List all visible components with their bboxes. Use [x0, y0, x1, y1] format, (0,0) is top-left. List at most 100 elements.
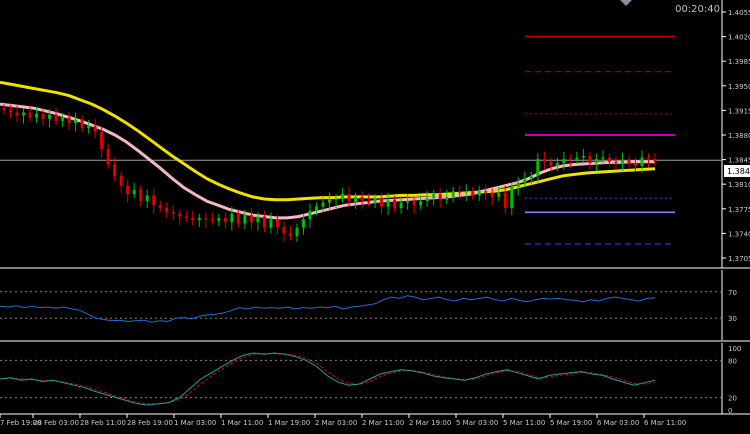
time-tick-label: 1 Mar 11:00	[221, 419, 263, 427]
candle-body	[301, 219, 305, 228]
chart-shift-arrow-icon[interactable]	[620, 0, 632, 6]
ma-fast-line	[0, 102, 655, 220]
candle-body	[256, 216, 260, 223]
candle-body	[549, 161, 553, 166]
candle-body	[145, 195, 149, 202]
candle-body	[575, 157, 579, 160]
candle-body	[22, 112, 26, 116]
candle-body	[2, 108, 6, 111]
time-tick-label: 6 Mar 03:00	[597, 419, 639, 427]
candle-body	[477, 191, 481, 196]
candle-body	[640, 157, 644, 166]
main-price-panel[interactable]	[0, 0, 750, 269]
candle-body	[542, 158, 546, 162]
current-price-label: 1.3844	[727, 167, 750, 176]
price-tick-label: 1.4055	[728, 9, 750, 17]
price-tick-label: 1.3950	[728, 83, 750, 91]
candle-body	[367, 200, 371, 203]
current-price-marker: 1.3844	[724, 165, 750, 177]
candle-body	[438, 194, 442, 200]
candle-body	[197, 217, 201, 221]
candle-body	[93, 125, 97, 132]
candle-body	[620, 159, 624, 164]
time-tick-label: 6 Mar 11:00	[644, 419, 686, 427]
candle-body	[126, 185, 130, 195]
candle-body	[282, 227, 286, 234]
candle-body	[308, 210, 312, 220]
levels-layer	[0, 35, 722, 245]
time-tick-label: 1 Mar 19:00	[268, 419, 310, 427]
candle-body	[490, 192, 494, 197]
candle-body	[614, 161, 618, 164]
candle-body	[191, 217, 195, 221]
candle-body	[581, 156, 585, 158]
candle-body	[354, 196, 358, 202]
time-tick-label: 2 Mar 11:00	[362, 419, 404, 427]
rsi-indicator: 70 30	[0, 289, 737, 323]
time-tick-label: 28 Feb 19:00	[127, 419, 173, 427]
rsi-axis-label: 30	[728, 315, 737, 323]
candle-body	[132, 189, 136, 195]
candle-body	[646, 157, 650, 159]
ma-slow-line	[0, 80, 656, 202]
candle-body	[113, 164, 117, 176]
candle-body	[35, 113, 39, 118]
candle-body	[217, 217, 221, 221]
candle-body	[15, 112, 19, 116]
candle-body	[184, 216, 188, 218]
candle-body	[9, 110, 13, 113]
stochastic-panel[interactable]	[0, 343, 750, 415]
candle-body	[178, 213, 182, 217]
candle-body	[393, 199, 397, 209]
candle-body	[223, 217, 227, 223]
candle-body	[54, 114, 58, 121]
stoch-main-line	[0, 352, 656, 406]
candle-body	[230, 213, 234, 223]
candle-body	[314, 206, 318, 211]
candle-body	[165, 208, 169, 213]
candle-body	[328, 199, 331, 203]
candle-body	[432, 194, 436, 199]
stoch-axis-label: 80	[728, 357, 737, 365]
candle-body	[334, 198, 338, 200]
candle-body	[601, 157, 605, 159]
candle-body	[406, 201, 410, 203]
candle-body	[529, 175, 533, 179]
candle-body	[288, 233, 292, 237]
price-axis: 1.4055 1.4020 1.3985 1.3950 1.3915 1.3880 1.38…	[722, 9, 750, 263]
candle-body	[321, 202, 325, 207]
rsi-panel[interactable]	[0, 270, 750, 342]
time-tick-label: 1 Mar 03:00	[174, 419, 216, 427]
candle-body	[419, 201, 423, 206]
candle-body	[295, 227, 299, 237]
candle-body	[171, 212, 175, 214]
candle-body	[80, 119, 84, 128]
candle-body	[106, 149, 110, 165]
candle-body	[380, 198, 384, 207]
price-tick-label: 1.3810	[728, 181, 750, 189]
candle-body	[269, 219, 273, 228]
price-tick-label: 1.3880	[728, 132, 750, 140]
moving-averages-layer	[0, 80, 656, 220]
time-tick-label: 5 Mar 11:00	[503, 419, 545, 427]
stochastic-indicator: 100 80 20 0	[0, 345, 741, 415]
candle-body	[607, 157, 611, 162]
current-price-box	[724, 165, 750, 177]
rsi-line	[0, 295, 656, 323]
time-tick-label: 28 Feb 03:00	[33, 419, 79, 427]
candle-body	[568, 158, 572, 160]
candle-body	[48, 114, 52, 119]
candle-body	[249, 215, 253, 223]
candle-body	[594, 158, 598, 164]
candle-body	[471, 191, 475, 196]
price-tick-label: 1.3985	[728, 58, 750, 66]
candle-body	[360, 196, 364, 201]
candle-body	[412, 201, 416, 206]
price-tick-label: 1.3705	[728, 255, 750, 263]
candle-body	[210, 219, 214, 221]
candle-body	[588, 156, 592, 164]
candle-body	[451, 191, 455, 197]
